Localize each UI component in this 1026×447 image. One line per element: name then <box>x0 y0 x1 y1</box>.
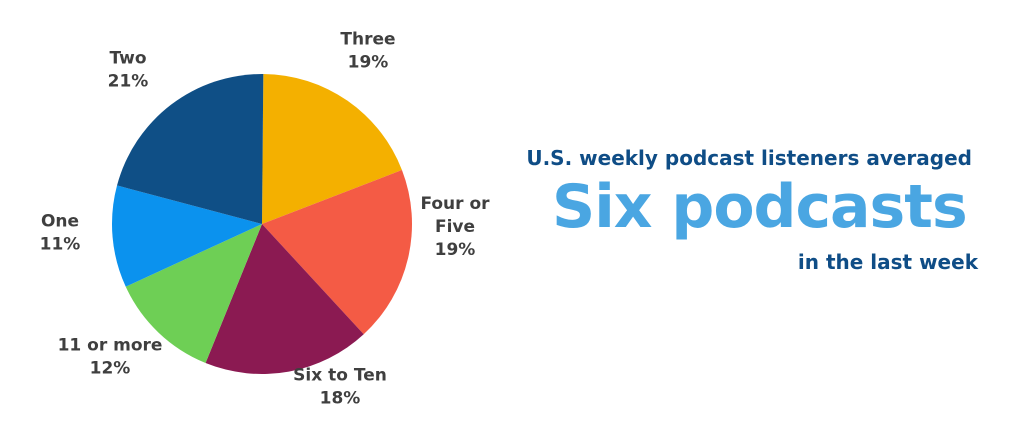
pie-slice-category: 11 or more <box>58 336 163 356</box>
pie-slice <box>262 74 402 225</box>
pie-labels: Three 19% Four or Five 19% Six to Ten 18% 11 or… <box>40 30 490 409</box>
pie-slice-category: Four or <box>420 194 490 214</box>
pie-slice-percent: 11% <box>40 235 81 255</box>
pie-slice <box>117 74 264 224</box>
pie-slice-label: Six to Ten 18% <box>293 366 387 409</box>
pie-slice-category: Five <box>435 217 475 237</box>
pie-slice <box>125 224 262 363</box>
pie-slice-category: Six to Ten <box>293 366 387 386</box>
headline-outro: in the last week <box>797 250 978 274</box>
pie-slice-category: One <box>41 212 79 232</box>
pie-slice-percent: 18% <box>320 389 361 409</box>
pie-slice-percent: 19% <box>435 240 476 260</box>
pie-slice <box>205 224 364 374</box>
headline-intro: U.S. weekly podcast listeners averaged <box>526 146 972 170</box>
pie-slice-label: Two 21% <box>108 49 149 92</box>
pie-slice-percent: 19% <box>348 53 389 73</box>
pie-slice-label: Four or Five 19% <box>420 194 490 260</box>
pie-chart: Three 19% Four or Five 19% Six to Ten 18% 11 or… <box>40 30 490 409</box>
pie-slice <box>262 170 412 335</box>
pie-slice <box>112 185 262 287</box>
pie-slice-label: One 11% <box>40 212 81 255</box>
pie-slice-percent: 12% <box>90 359 131 379</box>
pie-slice-category: Three <box>340 30 395 50</box>
pie-slice-label: 11 or more 12% <box>58 336 163 379</box>
headline-main: Six podcasts <box>552 172 968 242</box>
pie-slice-percent: 21% <box>108 72 149 92</box>
pie-slice-label: Three 19% <box>340 30 395 73</box>
pie-slices <box>112 74 412 374</box>
pie-slice-category: Two <box>109 49 146 69</box>
